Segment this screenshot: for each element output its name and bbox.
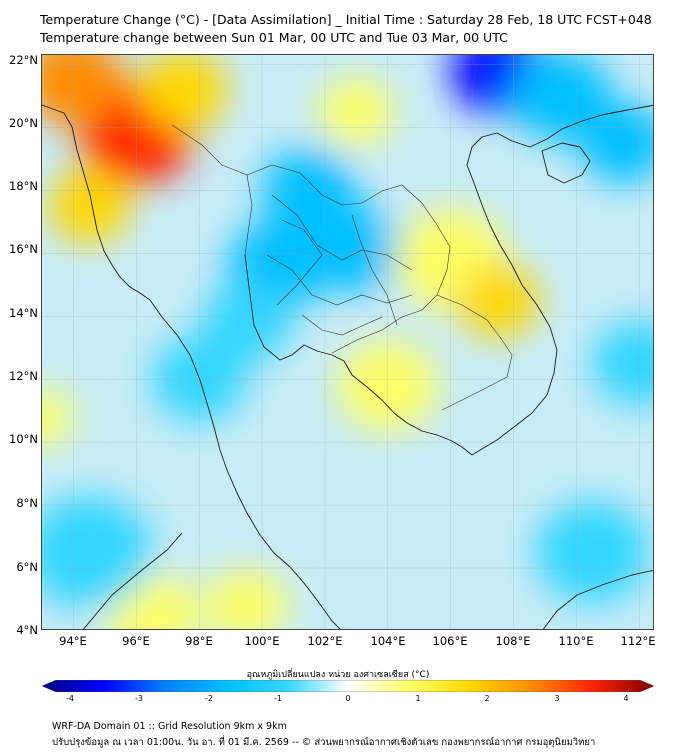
lat-label-18: 18°N	[9, 179, 38, 193]
colorbar-tick: -2	[205, 694, 213, 703]
field-anomaly-14	[318, 77, 395, 146]
colorbar-bar	[42, 680, 654, 692]
lat-label-16: 16°N	[9, 242, 38, 256]
field-anomaly-10	[579, 103, 653, 183]
field-anomaly-16	[205, 569, 288, 629]
field-anomaly-5	[309, 207, 404, 293]
field-anomaly-17	[42, 388, 74, 446]
myanmar-border	[171, 124, 253, 256]
province-lines-4	[351, 214, 398, 326]
field-anomaly-18	[535, 501, 649, 604]
field-anomaly-13	[456, 263, 539, 338]
colorbar-tick: 2	[484, 694, 490, 703]
lat-label-20: 20°N	[9, 116, 38, 130]
field-anomaly-2	[139, 55, 228, 130]
field-anomaly-1	[42, 55, 124, 126]
borders	[171, 124, 513, 411]
gulf-coastline	[244, 254, 473, 456]
province-lines-3	[276, 219, 323, 306]
lat-label-6: 6°N	[16, 560, 38, 574]
field-anomaly-3	[48, 169, 131, 243]
borneo-coastline	[542, 569, 653, 629]
province-lines-1	[271, 194, 413, 271]
field-anomaly-19	[592, 321, 653, 406]
temperature-field	[42, 55, 653, 629]
province-lines-2	[266, 254, 413, 306]
graticule	[42, 55, 653, 629]
lon-label-112: 112°E	[620, 634, 656, 648]
lon-label-108: 108°E	[495, 634, 531, 648]
map-panel	[41, 54, 654, 630]
map-svg	[42, 55, 653, 629]
province-lines-5	[301, 314, 383, 336]
colorbar-tick: -3	[135, 694, 143, 703]
footer-line-1: WRF-DA Domain 01 :: Grid Resolution 9km …	[52, 721, 287, 732]
lon-label-106: 106°E	[432, 634, 468, 648]
coastlines	[42, 104, 653, 629]
lat-label-8: 8°N	[16, 496, 38, 510]
colorbar-tick: -4	[66, 694, 74, 703]
title-line-1: Temperature Change (°C) - [Data Assimila…	[40, 12, 652, 27]
title-line-2: Temperature change between Sun 01 Mar, 0…	[40, 30, 508, 45]
lat-label-22: 22°N	[9, 53, 38, 67]
sumatra-coastline	[83, 532, 183, 629]
colorbar-tick: 1	[415, 694, 421, 703]
lon-label-98: 98°E	[185, 634, 213, 648]
hainan-coastline	[541, 142, 591, 184]
lat-label-14: 14°N	[9, 306, 38, 320]
lon-label-104: 104°E	[370, 634, 406, 648]
colorbar	[42, 680, 654, 692]
vietnam-coastline	[466, 104, 653, 456]
colorbar-tick: -1	[274, 694, 282, 703]
field-anomaly-7	[202, 282, 291, 363]
colorbar-tick: 0	[345, 694, 351, 703]
lat-label-4: 4°N	[16, 623, 38, 637]
colorbar-tick: 3	[554, 694, 560, 703]
field-anomaly-20	[42, 495, 153, 609]
lon-label-94: 94°E	[59, 634, 87, 648]
lat-label-12: 12°N	[9, 369, 38, 383]
mainland-coastline	[42, 104, 341, 629]
laos-cambodia-border	[436, 294, 513, 411]
footer-line-2: ปรับปรุงข้อมูล ณ เวลา 01:00น. วัน อา. ที…	[52, 737, 596, 748]
lon-label-110: 110°E	[558, 634, 594, 648]
lon-label-100: 100°E	[244, 634, 280, 648]
thailand-border	[246, 164, 451, 354]
lon-label-102: 102°E	[307, 634, 343, 648]
lon-label-96: 96°E	[122, 634, 150, 648]
lat-label-10: 10°N	[9, 432, 38, 446]
colorbar-tick: 4	[623, 694, 629, 703]
colorbar-title: อุณหภูมิเปลี่ยนแปลง หน่วย องศาเซลเซียส (…	[246, 670, 430, 680]
